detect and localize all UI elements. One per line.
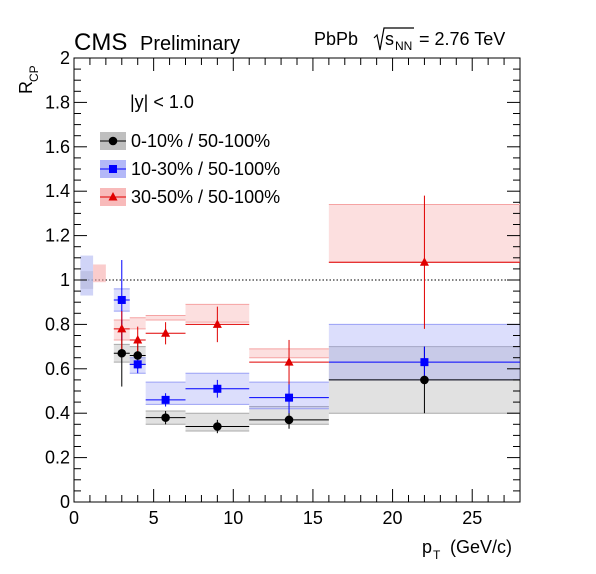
- data-point: [108, 136, 118, 146]
- data-point: [213, 422, 222, 431]
- data-point: [212, 319, 222, 328]
- marker-layer: [117, 257, 429, 431]
- systematic-band-layer: [113, 204, 520, 432]
- y-tick-label: 1.8: [45, 92, 70, 112]
- data-point: [117, 295, 126, 304]
- data-point: [133, 351, 143, 360]
- y-axis-title-main: R: [16, 81, 36, 94]
- x-tick-label: 25: [462, 508, 482, 528]
- data-point: [419, 257, 429, 266]
- y-tick-label: 0: [60, 492, 70, 512]
- legend-label: 30-50% / 50-100%: [131, 187, 280, 207]
- energy-value: = 2.76 TeV: [419, 29, 505, 49]
- y-tick-label: 1.2: [45, 226, 70, 246]
- x-tick-label: 15: [303, 508, 323, 528]
- energy-label: s NN = 2.76 TeV: [373, 27, 505, 53]
- y-tick-label: 0.8: [45, 314, 70, 334]
- global-uncertainty-layer: [80, 255, 106, 296]
- legend-label: 10-30% / 50-100%: [131, 159, 280, 179]
- energy-subscript: NN: [395, 39, 412, 53]
- data-point: [420, 358, 429, 367]
- data-point: [133, 360, 142, 369]
- y-tick-label: 0.4: [45, 403, 70, 423]
- systematic-band: [129, 317, 146, 329]
- energy-symbol: s: [385, 29, 394, 49]
- legend-entries: 0-10% / 50-100% 10-30% / 50-100% 30-50% / …: [100, 131, 280, 207]
- collision-system-label: PbPb: [314, 29, 358, 49]
- global-uncertainty-box: [80, 255, 94, 296]
- data-point: [161, 328, 171, 337]
- x-tick-label: 10: [223, 508, 243, 528]
- x-tick-label: 0: [69, 508, 79, 528]
- global-uncertainty-box: [93, 264, 106, 283]
- data-point: [285, 393, 294, 402]
- data-point: [161, 395, 170, 404]
- data-point: [284, 415, 294, 425]
- legend: |y| < 1.0 0-10% / 50-100% 10-30% / 50-100…: [100, 92, 280, 207]
- x-axis-title-sub: T: [433, 548, 441, 562]
- y-tick-label: 1.6: [45, 137, 70, 157]
- data-point: [420, 375, 429, 385]
- y-axis-title-sub: CP: [27, 65, 41, 82]
- y-tick-label: 2: [60, 48, 70, 68]
- x-tick-label: 20: [383, 508, 403, 528]
- y-tick-label: 1: [60, 270, 70, 290]
- sqrt-sign-icon: [373, 27, 414, 51]
- x-axis-title-unit: (GeV/c): [450, 537, 512, 557]
- axis-tick-layer: 0 5 10 15 20 25 0 0.2 0.4 0.6 0.8 1 1.2 1.4 1.6 1.8 2: [45, 48, 521, 528]
- data-point: [108, 192, 118, 201]
- systematic-band: [145, 315, 186, 320]
- status-label: Preliminary: [140, 33, 240, 55]
- y-tick-label: 1.4: [45, 181, 70, 201]
- y-tick-label: 0.2: [45, 448, 70, 468]
- data-point: [117, 323, 127, 333]
- data-point: [161, 413, 170, 422]
- data-point: [213, 384, 222, 393]
- experiment-label: CMS: [74, 29, 127, 56]
- data-point: [109, 165, 117, 173]
- x-tick-label: 5: [149, 508, 159, 528]
- data-point: [133, 334, 143, 344]
- x-axis-title: p T (GeV/c): [422, 537, 512, 562]
- data-point: [284, 357, 294, 366]
- legend-label: 0-10% / 50-100%: [131, 131, 270, 151]
- y-tick-label: 0.6: [45, 359, 70, 379]
- legend-header: |y| < 1.0: [130, 92, 194, 112]
- y-axis-title: R CP: [16, 65, 41, 94]
- data-point: [117, 348, 127, 358]
- x-axis-title-main: p: [422, 537, 432, 557]
